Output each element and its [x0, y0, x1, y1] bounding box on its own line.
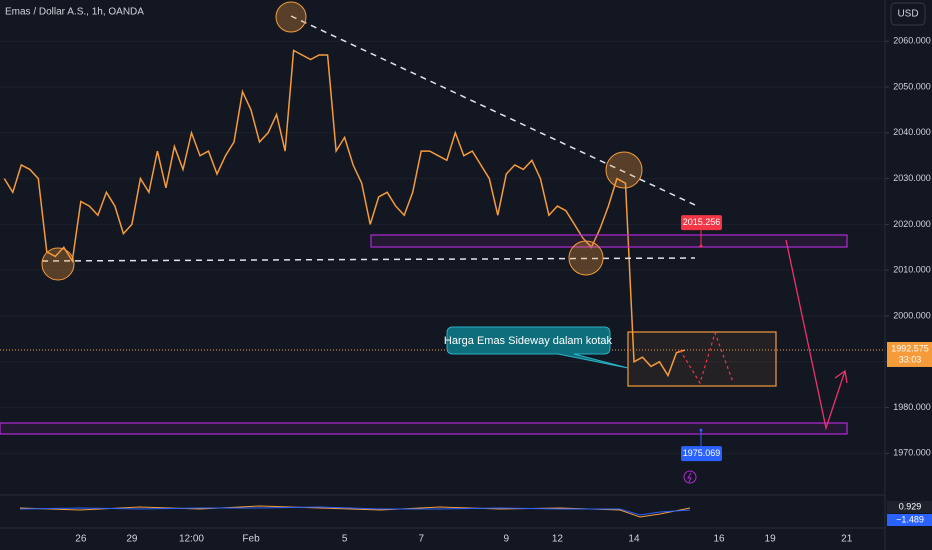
trendline [41, 257, 696, 262]
countdown-label: 33:03 [899, 354, 922, 364]
event-icon-bolt [687, 472, 692, 483]
x-tick-label: 5 [342, 534, 348, 545]
symbol-title: Emas / Dollar A.S., 1h, OANDA [5, 7, 144, 18]
projection-arrow [785, 239, 846, 431]
marker-label: 1975.069 [683, 448, 721, 458]
trendline [290, 15, 696, 206]
y-tick-label: 2060.000 [893, 36, 931, 46]
indicator-line [19, 506, 691, 516]
price-line [3, 49, 686, 378]
indicator-tag [887, 514, 932, 526]
plot-base: 1970.0001980.0001990.0002000.0002010.000… [0, 36, 931, 545]
marker-point [699, 428, 703, 432]
highlight-circle [568, 240, 604, 276]
x-tick-label: 12:00 [179, 534, 204, 545]
current-price-label: 1992.575 [891, 343, 929, 353]
marker-tag [681, 446, 722, 462]
y-tick-label: 1970.000 [893, 448, 931, 458]
x-tick-label: 9 [504, 534, 510, 545]
y-tick-label: 2030.000 [893, 173, 931, 183]
highlight-circle [275, 1, 307, 33]
zone [370, 234, 848, 248]
x-tick-label: 29 [126, 534, 138, 545]
x-tick-label: 19 [765, 534, 777, 545]
x-tick-label: 16 [714, 534, 726, 545]
event-icon[interactable] [683, 470, 697, 484]
y-tick-label: 2050.000 [893, 81, 931, 91]
marker-point [699, 244, 703, 248]
indicator-label: 0.929 [899, 501, 922, 511]
y-tick-label: 2040.000 [893, 127, 931, 137]
zone [0, 422, 848, 435]
indicator-label: −1.489 [896, 514, 924, 524]
x-tick-label: 14 [628, 534, 640, 545]
callout-text: Harga Emas Sideway dalam kotak [444, 335, 613, 347]
y-tick-label: 2000.000 [893, 310, 931, 320]
x-tick-label: 12 [552, 534, 564, 545]
currency-label: USD [897, 9, 918, 20]
indicator-tag [887, 501, 932, 513]
y-tick-label: 2020.000 [893, 219, 931, 229]
x-tick-label: 7 [418, 534, 424, 545]
y-tick-label: 2010.000 [893, 265, 931, 275]
arrow-head [834, 369, 848, 384]
marker-label: 2015.256 [683, 217, 721, 227]
x-tick-label: 21 [841, 534, 853, 545]
x-tick-label: Feb [242, 534, 260, 545]
projection [679, 331, 734, 385]
y-tick-label: 1980.000 [893, 402, 931, 412]
currency-button[interactable] [890, 2, 926, 26]
range-box [627, 331, 777, 387]
current-price-tag [887, 341, 932, 367]
highlight-circle [41, 247, 75, 281]
marker-tag [681, 215, 722, 231]
callout [446, 326, 629, 369]
highlight-circle [605, 151, 643, 189]
x-tick-label: 26 [75, 534, 87, 545]
